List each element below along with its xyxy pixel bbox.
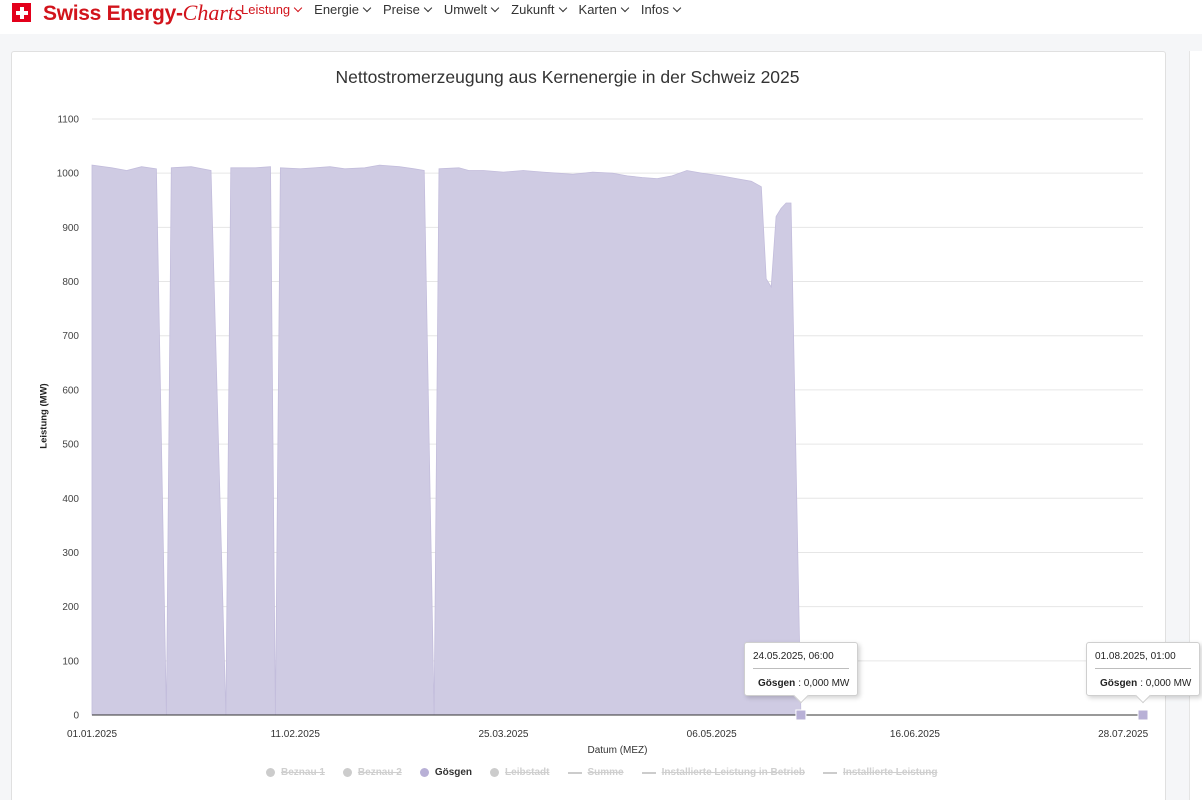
y-tick-label: 1100	[57, 115, 79, 126]
legend-dot-icon	[490, 768, 500, 777]
legend-item-beznau-1[interactable]: Beznau 1	[266, 767, 325, 778]
y-tick-label: 500	[62, 440, 79, 451]
legend-dot-icon	[342, 768, 352, 777]
nav-item-zukunft[interactable]: Zukunft	[511, 2, 567, 17]
y-tick-label: 200	[62, 602, 79, 613]
swiss-flag-icon[interactable]	[12, 3, 31, 22]
tooltip-date: 01.08.2025, 01:00	[1095, 651, 1191, 669]
y-axis-ticks: 0 100 200 300 400 500 600 700 800 900 1000 1100	[57, 115, 80, 722]
x-tick-label: 28.07.2025	[1098, 729, 1148, 740]
nav-item-karten[interactable]: Karten	[578, 2, 630, 17]
legend-item-leibstadt[interactable]: Leibstadt	[490, 767, 550, 778]
nav-item-umwelt[interactable]: Umwelt	[443, 2, 500, 17]
legend-line-icon	[822, 771, 837, 774]
legend-label: Beznau 1	[281, 767, 325, 778]
y-tick-label: 700	[62, 331, 79, 342]
nav-item-label: Energie	[314, 2, 359, 17]
legend-label: Installierte Leistung in Betrieb	[661, 767, 805, 778]
y-tick-label: 100	[62, 656, 79, 667]
y-tick-label: 900	[62, 223, 79, 234]
data-tooltip: 24.05.2025, 06:00 Gösgen: 0,000 MW	[744, 642, 858, 696]
chart-series-area	[91, 164, 1143, 716]
legend-label: Installierte Leistung	[842, 767, 938, 778]
main-nav: Leistung Energie Preise Umwelt Zukunft Karten…	[241, 2, 682, 17]
nav-item-label: Karten	[578, 2, 617, 17]
series-area-goesgen[interactable]	[91, 164, 1143, 716]
tooltip-value: : 0,000 MW	[798, 678, 850, 689]
legend-label: Summe	[587, 767, 624, 778]
legend-item-beznau-2[interactable]: Beznau 2	[342, 767, 402, 778]
legend-item-installierte-leistung-in-betrieb[interactable]: Installierte Leistung in Betrieb	[641, 767, 805, 778]
nav-item-label: Leistung	[241, 2, 291, 17]
nav-item-energie[interactable]: Energie	[314, 2, 372, 17]
legend-label: Leibstadt	[505, 767, 550, 778]
tooltip-row: Gösgen: 0,000 MW	[753, 678, 849, 689]
legend-label: Gösgen	[434, 767, 473, 778]
y-tick-label: 800	[62, 277, 79, 288]
tooltip-series: Gösgen	[758, 678, 796, 689]
nav-item-leistung[interactable]: Leistung	[241, 2, 303, 17]
y-tick-label: 300	[62, 548, 79, 559]
legend-item-goesgen[interactable]: Gösgen	[419, 767, 473, 778]
x-tick-label: 25.03.2025	[478, 729, 528, 740]
side-panel-edge	[1189, 51, 1202, 800]
y-tick-label: 600	[62, 385, 79, 396]
legend-line-icon	[641, 771, 656, 774]
x-tick-label: 16.06.2025	[890, 729, 940, 740]
hover-marker[interactable]	[1137, 709, 1149, 721]
y-axis-label: Leistung (MW)	[38, 383, 50, 449]
nav-item-label: Zukunft	[511, 2, 555, 17]
hover-marker[interactable]	[795, 709, 807, 721]
legend-line-icon	[567, 771, 582, 774]
x-tick-label: 01.01.2025	[67, 729, 117, 740]
brand-suffix: Charts	[182, 0, 243, 25]
nav-item-infos[interactable]: Infos	[640, 2, 682, 17]
tooltip-date: 24.05.2025, 06:00	[753, 651, 849, 669]
legend-item-installierte-leistung[interactable]: Installierte Leistung	[822, 767, 938, 778]
x-tick-label: 06.05.2025	[687, 729, 737, 740]
tooltip-row: Gösgen: 0,000 MW	[1095, 678, 1191, 689]
legend-label: Beznau 2	[357, 767, 402, 778]
y-tick-label: 400	[62, 494, 79, 505]
legend-dot-icon	[419, 768, 429, 777]
chart-title: Nettostromerzeugung aus Kernenergie in d…	[335, 67, 800, 87]
nav-item-label: Preise	[382, 2, 420, 17]
data-tooltip: 01.08.2025, 01:00 Gösgen: 0,000 MW	[1086, 642, 1200, 696]
nav-item-label: Infos	[640, 2, 670, 17]
chart-legend: Beznau 1 Beznau 2 Gösgen Leibstadt Summe Inst…	[266, 767, 955, 778]
navbar: Swiss Energy-Charts Leistung Energie Preis…	[0, 0, 1202, 34]
legend-dot-icon	[266, 768, 275, 777]
x-axis: 01.01.2025 11.02.2025 25.03.2025 06.05.2025…	[67, 714, 1149, 740]
x-tick-label: 11.02.2025	[271, 729, 321, 740]
legend-item-summe[interactable]: Summe	[567, 767, 624, 778]
y-tick-label: 0	[73, 711, 79, 722]
nav-item-preise[interactable]: Preise	[382, 2, 433, 17]
brand-logo[interactable]: Swiss Energy-Charts	[43, 0, 243, 26]
y-tick-label: 1000	[57, 169, 80, 180]
tooltip-series: Gösgen	[1100, 678, 1138, 689]
nav-item-label: Umwelt	[443, 2, 488, 17]
x-axis-label: Datum (MEZ)	[587, 745, 648, 756]
tooltip-value: : 0,000 MW	[1140, 678, 1192, 689]
hover-markers	[795, 709, 1149, 721]
brand-name: Swiss Energy-	[43, 2, 183, 25]
